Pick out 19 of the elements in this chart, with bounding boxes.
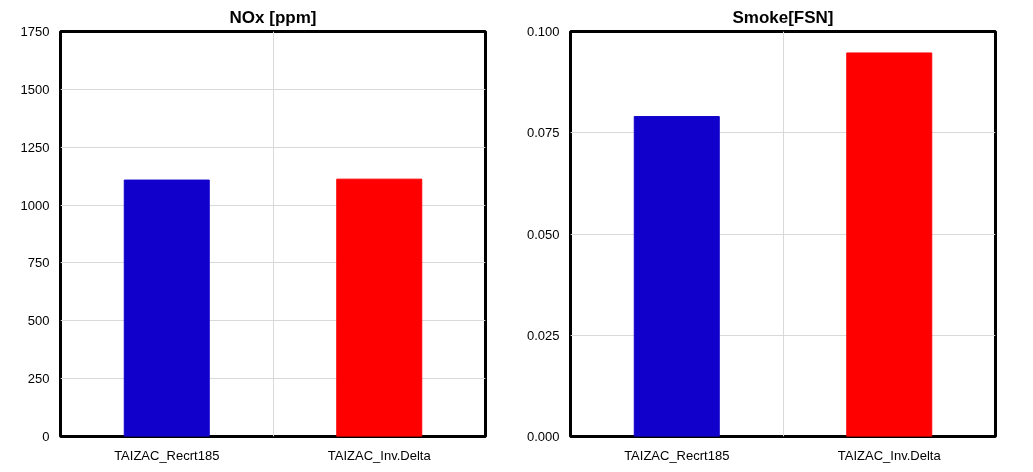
y-tick-label: 1500: [20, 81, 50, 97]
y-tick-label: 750: [27, 255, 50, 271]
y-tick-label: 1750: [20, 24, 50, 39]
y-tick-label: 250: [27, 371, 50, 387]
chart-title: NOx [ppm]: [229, 7, 317, 27]
x-tick-label: TAIZAC_Recrt185: [114, 447, 220, 463]
y-tick-label: 500: [27, 313, 50, 329]
y-tick-label: 0.050: [526, 226, 560, 242]
y-tick-label: 0: [42, 429, 50, 444]
x-tick-label: TAIZAC_Recrt185: [624, 447, 730, 463]
y-tick-label: 0.075: [526, 125, 560, 141]
y-tick-label: 0.000: [526, 429, 560, 444]
y-tick-label: 1250: [20, 139, 50, 155]
chart-title: Smoke[FSN]: [732, 7, 834, 27]
y-tick-label: 0.100: [526, 24, 560, 39]
x-tick-label: TAIZAC_Inv.Delta: [327, 447, 432, 463]
x-tick-label: TAIZAC_Inv.Delta: [837, 447, 942, 463]
y-tick-label: 0.025: [526, 327, 560, 343]
y-tick-label: 1000: [20, 197, 50, 213]
